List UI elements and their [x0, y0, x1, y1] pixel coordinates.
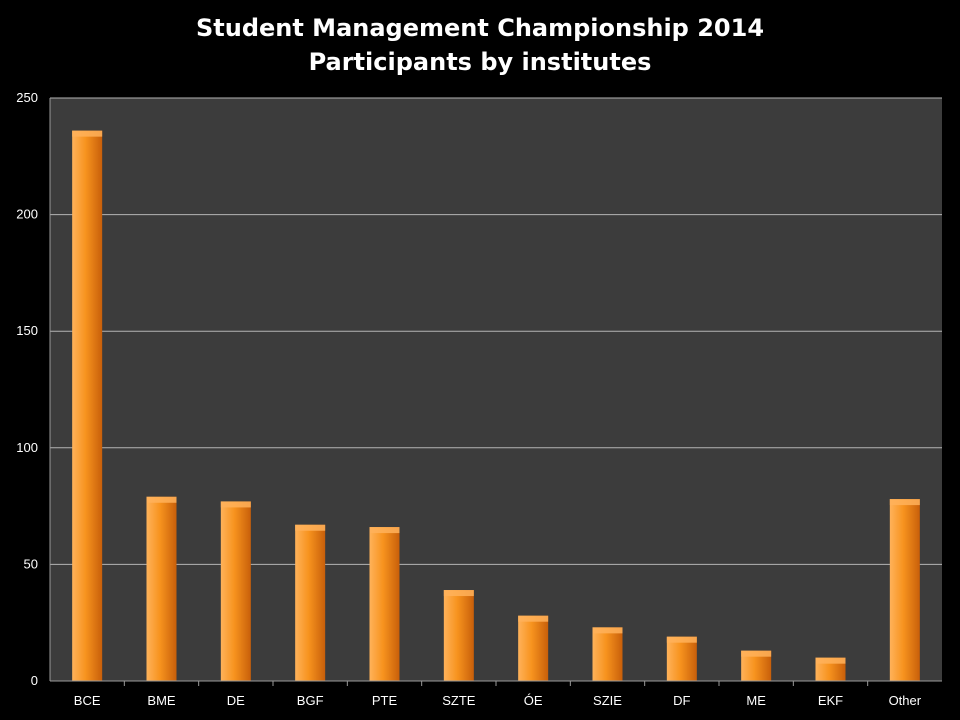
x-tick-label: BME [147, 693, 176, 708]
bar-cap [369, 527, 400, 534]
x-tick-label: DE [227, 693, 245, 708]
bar-cap [815, 657, 846, 664]
bar-SZTE [443, 590, 474, 681]
bar-cap [889, 499, 920, 506]
chart-subtitle: Participants by institutes [308, 48, 652, 76]
bar [146, 496, 177, 681]
bar-BME [146, 496, 177, 681]
bar-cap [443, 590, 474, 597]
x-tick-label: BCE [74, 693, 101, 708]
bar-DE [220, 501, 251, 681]
bar-cap [518, 615, 549, 622]
x-tick-label: ÓE [524, 693, 543, 708]
bar [889, 499, 920, 681]
bar [592, 627, 623, 681]
bar-cap [72, 130, 103, 137]
x-tick-label: BGF [297, 693, 324, 708]
bar [443, 590, 474, 681]
bar-ÓE [518, 615, 549, 681]
gridlines [50, 97, 942, 565]
bar [666, 636, 697, 681]
bar-cap [220, 501, 251, 508]
chart-title: Student Management Championship 2014 [195, 14, 765, 42]
x-tick-label: EKF [818, 693, 843, 708]
bar-DF [666, 636, 697, 681]
bar-PTE [369, 527, 400, 681]
x-tick-label: Other [889, 693, 922, 708]
y-tick-label: 200 [16, 207, 38, 222]
bar-EKF [815, 657, 846, 681]
x-tick-label: SZIE [593, 693, 622, 708]
x-tick-label: PTE [372, 693, 398, 708]
y-tick-label: 100 [16, 440, 38, 455]
bar-BCE [72, 130, 103, 681]
bar-cap [592, 627, 623, 634]
y-tick-label: 0 [31, 673, 38, 688]
x-tick-label: ME [746, 693, 766, 708]
bar-cap [295, 524, 326, 531]
bar [220, 501, 251, 681]
bars-group [72, 130, 920, 681]
y-tick-label: 50 [24, 556, 38, 571]
bar-BGF [295, 524, 326, 681]
y-tick-label: 250 [16, 90, 38, 105]
bar-cap [666, 636, 697, 643]
x-axis: BCE BME DE BGF PTE SZTE ÓE SZIE DF ME EKF Other [50, 680, 942, 708]
bar-ME [741, 650, 772, 681]
bar-SZIE [592, 627, 623, 681]
bar-cap [741, 650, 772, 657]
bar-Other [889, 499, 920, 681]
x-tick-label: DF [673, 693, 690, 708]
bar [72, 130, 103, 681]
plot-area [50, 98, 942, 681]
bar [369, 527, 400, 681]
bar [295, 524, 326, 681]
y-axis: 0 50 100 150 200 250 [16, 90, 51, 688]
y-tick-label: 150 [16, 323, 38, 338]
bar-cap [146, 496, 177, 503]
x-tick-label: SZTE [442, 693, 476, 708]
bar [518, 615, 549, 681]
